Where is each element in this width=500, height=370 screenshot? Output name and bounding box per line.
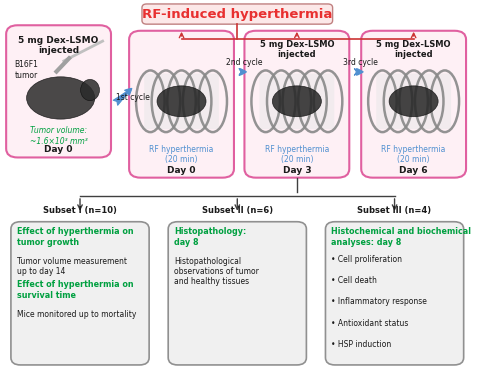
Text: Mice monitored up to mortality: Mice monitored up to mortality [16,310,136,319]
Text: Histochemical and biochemical
analyses: day 8: Histochemical and biochemical analyses: … [331,227,471,247]
Text: B16F1
tumor: B16F1 tumor [14,60,38,80]
Text: Histopathology:
day 8: Histopathology: day 8 [174,227,246,247]
Text: Histopathological
observations of tumor
and healthy tissues: Histopathological observations of tumor … [174,257,259,286]
Text: RF hyperthermia
(20 min): RF hyperthermia (20 min) [264,145,329,164]
Text: Effect of hyperthermia on
survival time: Effect of hyperthermia on survival time [16,280,134,300]
Ellipse shape [389,86,438,117]
Text: Day 0: Day 0 [168,166,196,175]
Text: 5 mg Dex-LSMO
injected: 5 mg Dex-LSMO injected [376,40,451,59]
Text: Day 0: Day 0 [44,145,73,154]
Text: Subset II (n=6): Subset II (n=6) [202,206,273,215]
Text: RF hyperthermia
(20 min): RF hyperthermia (20 min) [150,145,214,164]
FancyBboxPatch shape [244,31,350,178]
FancyBboxPatch shape [326,222,464,365]
Text: Tumor volume measurement
up to day 14: Tumor volume measurement up to day 14 [16,257,126,276]
Text: 3rd cycle: 3rd cycle [342,58,378,67]
Ellipse shape [157,86,206,117]
FancyBboxPatch shape [361,31,466,178]
Text: Day 6: Day 6 [400,166,428,175]
Text: 5 mg Dex-LSMO
injected: 5 mg Dex-LSMO injected [18,36,99,55]
Text: Subset I (n=10): Subset I (n=10) [43,206,117,215]
Text: Effect of hyperthermia on
tumor growth: Effect of hyperthermia on tumor growth [16,227,134,247]
Ellipse shape [26,77,94,119]
FancyBboxPatch shape [6,25,111,158]
Text: • Antioxidant status: • Antioxidant status [331,319,408,328]
Ellipse shape [272,86,322,117]
Text: RF-induced hyperthermia: RF-induced hyperthermia [142,7,332,21]
Text: • Inflammatory response: • Inflammatory response [331,297,427,306]
Text: RF hyperthermia
(20 min): RF hyperthermia (20 min) [382,145,446,164]
FancyBboxPatch shape [144,74,219,129]
FancyBboxPatch shape [142,4,332,24]
Text: Subset III (n=4): Subset III (n=4) [358,206,432,215]
FancyBboxPatch shape [129,31,234,178]
Text: • Cell death: • Cell death [331,276,377,285]
FancyBboxPatch shape [11,222,149,365]
Text: • HSP induction: • HSP induction [331,340,392,349]
Text: 2nd cycle: 2nd cycle [226,58,262,67]
FancyBboxPatch shape [376,74,451,129]
FancyBboxPatch shape [168,222,306,365]
Ellipse shape [80,80,100,101]
Text: Tumor volume:
~1.6×10³ mm³: Tumor volume: ~1.6×10³ mm³ [30,126,88,146]
Text: • Cell proliferation: • Cell proliferation [331,255,402,264]
Text: Day 3: Day 3 [282,166,311,175]
Text: 5 mg Dex-LSMO
injected: 5 mg Dex-LSMO injected [260,40,334,59]
FancyBboxPatch shape [260,74,334,129]
Text: 1st cycle: 1st cycle [116,93,150,102]
